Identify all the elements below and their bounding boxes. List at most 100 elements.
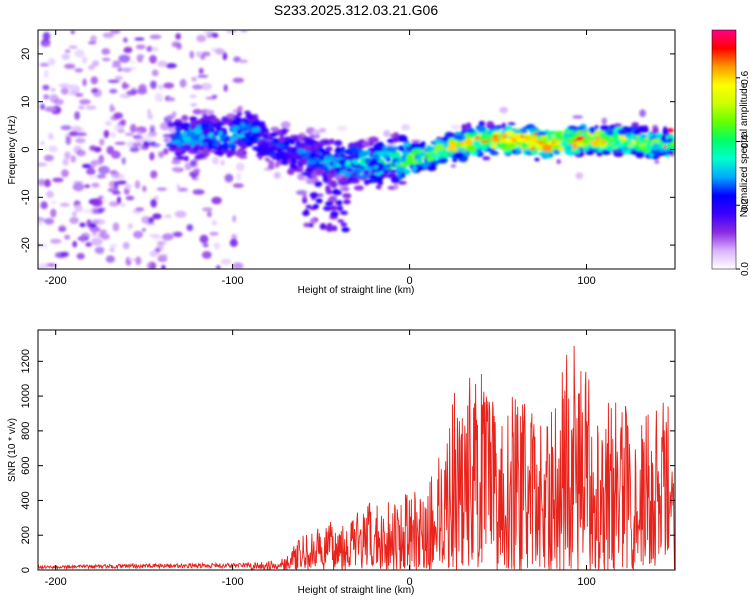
spectrogram-y-axis-label: Frequency (Hz) — [7, 116, 18, 185]
spectrogram-noise-blob — [110, 171, 121, 179]
spectrogram-ridge-blob — [359, 175, 369, 179]
spectrogram-ridge-blob — [601, 117, 608, 125]
spectrogram-noise-blob — [141, 228, 146, 232]
spectrogram-noise-blob — [149, 152, 155, 161]
spectrogram-ridge-blob — [202, 115, 212, 122]
spectrogram-ridge-blob — [290, 157, 295, 164]
spectrogram-noise-blob — [133, 230, 144, 239]
spectrogram-ridge-blob — [562, 133, 574, 138]
spectrogram-noise-blob — [148, 217, 155, 224]
spectrogram-ridge-blob — [349, 155, 360, 161]
spectrogram-ridge-blob — [171, 159, 181, 165]
spectrogram-ridge-blob — [453, 151, 464, 159]
spectrogram-ridge-blob — [251, 120, 262, 126]
spectrogram-noise-blob — [89, 145, 97, 152]
spectrogram-noise-blob — [319, 223, 327, 230]
spectrogram-noise-blob — [229, 238, 238, 247]
spectrogram-noise-blob — [161, 264, 166, 269]
spectrogram-ridge-blob — [182, 144, 192, 149]
spectrogram-noise-blob — [126, 90, 137, 96]
spectrogram-ridge-blob — [652, 155, 659, 160]
spectrogram-noise-blob — [163, 82, 175, 89]
spectrogram-ridge-blob — [637, 126, 642, 131]
spectrogram-noise-blob — [42, 84, 50, 91]
colorbar-gradient — [711, 29, 737, 270]
snr-y-axis-label: SNR (10 * v/v) — [7, 418, 18, 482]
spectrogram-noise-blob — [45, 190, 55, 198]
spectrogram-noise-blob — [163, 148, 169, 155]
spectrogram-noise-blob — [179, 78, 187, 88]
colorbar-tick-label: 0.2 — [740, 198, 750, 212]
spectrogram-ridge-blob — [245, 113, 254, 120]
spectrogram-noise-blob — [499, 106, 508, 114]
spectrogram-ridge-blob — [297, 134, 304, 142]
spectrogram-ridge-blob — [435, 159, 446, 164]
spectrogram-ridge-blob — [370, 170, 376, 174]
snr-x-tick-label: -200 — [45, 576, 67, 588]
spectrogram-noise-blob — [63, 63, 76, 69]
spectrogram-noise-blob — [150, 170, 158, 179]
spectrogram-ridge-blob — [234, 121, 240, 125]
spectrogram-noise-blob — [236, 172, 242, 181]
spectrogram-ridge-blob — [634, 143, 640, 148]
snr-x-tick-label: -100 — [222, 576, 244, 588]
spectrogram-ridge-blob — [333, 154, 340, 159]
spectrogram-noise-blob — [42, 32, 51, 41]
spectrogram-noise-blob — [164, 214, 172, 219]
spectrogram-noise-blob — [196, 51, 202, 58]
spectrogram-ridge-blob — [571, 129, 578, 133]
spectrogram-noise-blob — [311, 177, 319, 183]
spectrogram-ridge-blob — [436, 152, 447, 158]
spectrogram-noise-blob — [44, 179, 51, 188]
spectrogram-ridge-blob — [369, 141, 374, 147]
spectrogram-x-tick-label: 0 — [407, 275, 413, 287]
spectrogram-ridge-blob — [206, 138, 214, 146]
spectrogram-noise-blob — [220, 258, 232, 265]
snr-y-tick-label: 200 — [20, 526, 32, 544]
spectrogram-noise-blob — [201, 251, 212, 259]
spectrogram-ridge-blob — [353, 185, 364, 191]
snr-y-tick-label: 0 — [20, 567, 32, 573]
spectrogram-ridge-blob — [313, 158, 321, 162]
spectrogram-ridge-blob — [668, 145, 675, 149]
spectrogram-noise-blob — [224, 173, 234, 183]
spectrogram-noise-blob — [105, 255, 115, 263]
spectrogram-ridge-blob — [455, 147, 466, 152]
spectrogram-ridge-blob — [189, 116, 198, 122]
spectrogram-ridge-blob — [287, 168, 295, 176]
spectrogram-noise-blob — [82, 78, 87, 87]
spectrogram-noise-blob — [109, 88, 118, 94]
spectrogram-ridge-blob — [273, 171, 281, 179]
spectrogram-noise-blob — [223, 84, 228, 92]
spectrogram-noise-blob — [314, 181, 323, 188]
spectrogram-noise-blob — [226, 30, 237, 34]
spectrogram-noise-blob — [109, 247, 115, 253]
spectrogram-noise-blob — [68, 45, 78, 49]
spectrogram-ridge-blob — [552, 148, 560, 155]
spectrogram-ridge-blob — [220, 160, 225, 166]
spectrogram-noise-blob — [151, 235, 163, 240]
spectrogram-ridge-blob — [210, 117, 220, 124]
spectrogram-ridge-blob — [342, 166, 347, 170]
spectrogram-ridge-blob — [600, 135, 609, 140]
spectrogram-ridge-blob — [606, 129, 614, 136]
spectrogram-noise-blob — [47, 58, 56, 66]
spectrogram-ridge-blob — [525, 140, 536, 145]
spectrogram-noise-blob — [450, 124, 461, 130]
spectrogram-ridge-blob — [645, 145, 653, 150]
spectrogram-noise-blob — [129, 146, 140, 153]
spectrogram-noise-blob — [58, 83, 71, 88]
spectrogram-ridge-blob — [383, 130, 391, 137]
spectrogram-noise-blob — [142, 185, 147, 193]
figure-title: S233.2025.312.03.21.G06 — [274, 2, 438, 18]
spectrogram-noise-blob — [206, 210, 212, 218]
spectrogram-noise-blob — [575, 172, 584, 180]
spectrogram-noise-blob — [64, 234, 71, 240]
spectrogram-x-ticks: -200 -100 0 100 — [45, 30, 596, 287]
spectrogram-ridge-blob — [190, 120, 198, 128]
spectrogram-noise-blob — [87, 41, 97, 45]
spectrogram-noise-blob — [202, 207, 213, 212]
spectrogram-ridge-blob — [296, 166, 304, 169]
spectrogram-image — [38, 30, 675, 269]
spectrogram-noise-blob — [171, 167, 182, 172]
